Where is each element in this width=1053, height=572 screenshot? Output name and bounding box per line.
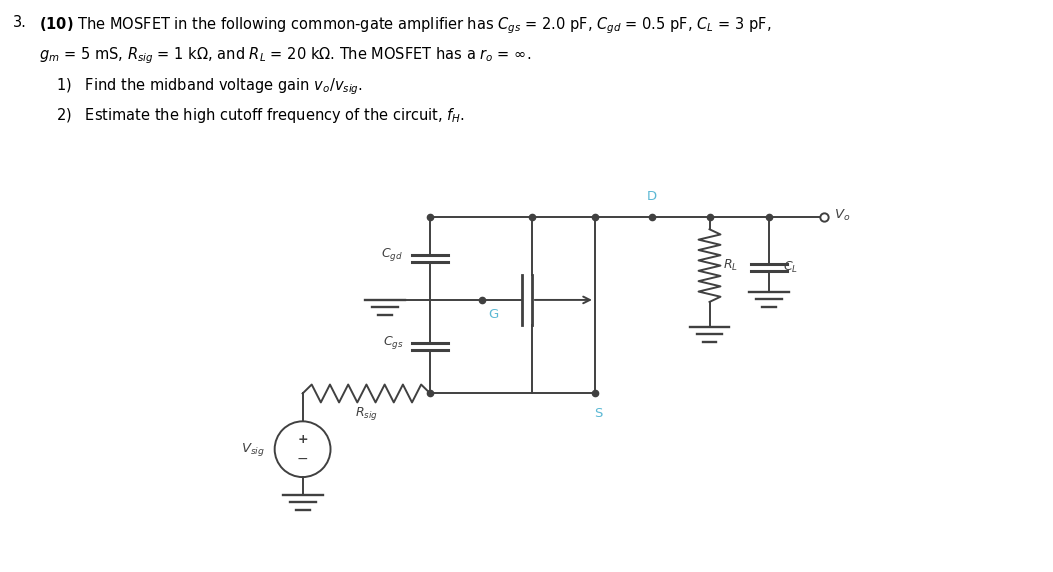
- Text: $C_{gd}$: $C_{gd}$: [381, 246, 403, 263]
- Text: −: −: [297, 452, 309, 466]
- Text: $C_L$: $C_L$: [783, 260, 798, 275]
- Text: $g_m$ = 5 mS, $R_{sig}$ = 1 k$\Omega$, and $R_L$ = 20 k$\Omega$. The MOSFET has : $g_m$ = 5 mS, $R_{sig}$ = 1 k$\Omega$, a…: [39, 45, 532, 66]
- Text: 1)   Find the midband voltage gain $v_o/v_{sig}$.: 1) Find the midband voltage gain $v_o/v_…: [56, 76, 363, 97]
- Text: 3.: 3.: [14, 15, 27, 30]
- Text: D: D: [647, 190, 657, 204]
- Text: $\mathbf{(10)}$ The MOSFET in the following common-gate amplifier has $C_{gs}$ =: $\mathbf{(10)}$ The MOSFET in the follow…: [39, 15, 772, 36]
- Text: $R_L$: $R_L$: [723, 258, 738, 273]
- Text: $R_{sig}$: $R_{sig}$: [355, 406, 378, 422]
- Text: G: G: [489, 308, 498, 321]
- Text: $V_o$: $V_o$: [834, 208, 851, 223]
- Text: +: +: [297, 433, 307, 446]
- Text: $V_{sig}$: $V_{sig}$: [241, 440, 264, 458]
- Text: $C_{gs}$: $C_{gs}$: [382, 334, 403, 351]
- Text: S: S: [595, 407, 603, 420]
- Text: 2)   Estimate the high cutoff frequency of the circuit, $f_H$.: 2) Estimate the high cutoff frequency of…: [56, 106, 465, 125]
